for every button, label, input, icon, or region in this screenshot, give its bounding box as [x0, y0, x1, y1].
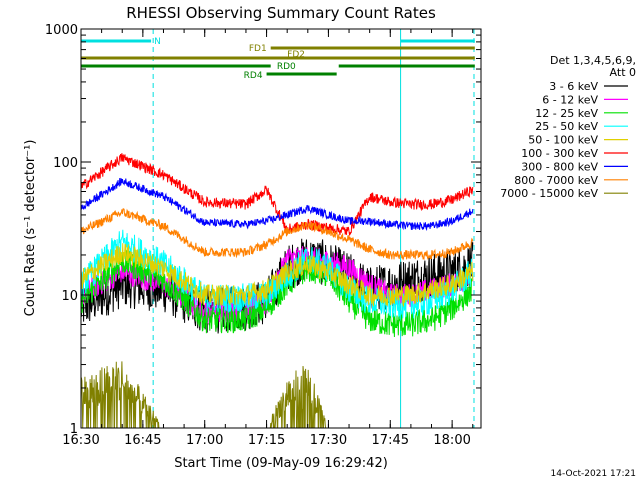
y-tick-label-3: 1000: [45, 23, 78, 38]
x-tick-label-4: 17:30: [310, 433, 347, 448]
series-layer: [80, 153, 474, 429]
axis-ticks: 16:30 16:45 17:00 17:15 17:30 17:45 18:00 1 10 10…: [45, 23, 481, 448]
legend-header-0: Det 1,3,4,5,6,9,: [550, 54, 636, 67]
flag-label-rd4: RD4: [244, 71, 263, 81]
footer-timestamp: 14-Oct-2021 17:21: [551, 469, 636, 479]
legend-entry-1: 6 - 12 keV: [542, 93, 598, 106]
series-line-6: [80, 177, 474, 232]
x-tick-label-3: 17:15: [248, 433, 285, 448]
plot-frame: [80, 28, 482, 429]
vertical-markers: [80, 29, 475, 428]
chart-title: RHESSI Observing Summary Count Rates: [126, 4, 436, 22]
y-tick-label-1: 10: [61, 289, 78, 304]
x-tick-label-1: 16:45: [124, 433, 161, 448]
legend-entry-2: 12 - 25 keV: [535, 107, 598, 120]
y-tick-label-2: 100: [53, 156, 78, 171]
legend-header-1: Att 0: [610, 66, 636, 79]
legend-entry-5: 100 - 300 keV: [521, 147, 598, 160]
y-tick-label-0: 1: [70, 422, 78, 437]
series-line-7: [80, 207, 474, 261]
y-axis-label: Count Rate (s⁻¹ detector⁻¹): [23, 140, 38, 317]
legend-entry-6: 300 - 800 keV: [521, 160, 598, 173]
legend-entry-8: 7000 - 15000 keV: [500, 187, 598, 200]
flag-label-fd2: FD2: [287, 50, 305, 60]
x-tick-label-6: 18:00: [433, 433, 470, 448]
legend-entry-3: 25 - 50 keV: [535, 120, 598, 133]
flag-label-rd0: RD0: [277, 62, 296, 72]
flag-bars: N FD1 FD2 RD0 RD4: [81, 37, 475, 81]
x-axis-label: Start Time (09-May-09 16:29:42): [174, 456, 388, 471]
x-tick-label-2: 17:00: [186, 433, 223, 448]
series-line-8: [80, 361, 473, 429]
series-line-4: [80, 243, 474, 308]
flag-label-fd1: FD1: [249, 44, 267, 54]
x-tick-label-5: 17:45: [372, 433, 409, 448]
legend-entry-0: 3 - 6 keV: [549, 80, 598, 93]
legend-entry-4: 50 - 100 keV: [528, 134, 598, 147]
x-tick-label-0: 16:30: [62, 433, 99, 448]
flag-label-n: N: [154, 37, 161, 47]
series-line-5: [80, 153, 474, 236]
legend-entry-7: 800 - 7000 keV: [514, 174, 598, 187]
